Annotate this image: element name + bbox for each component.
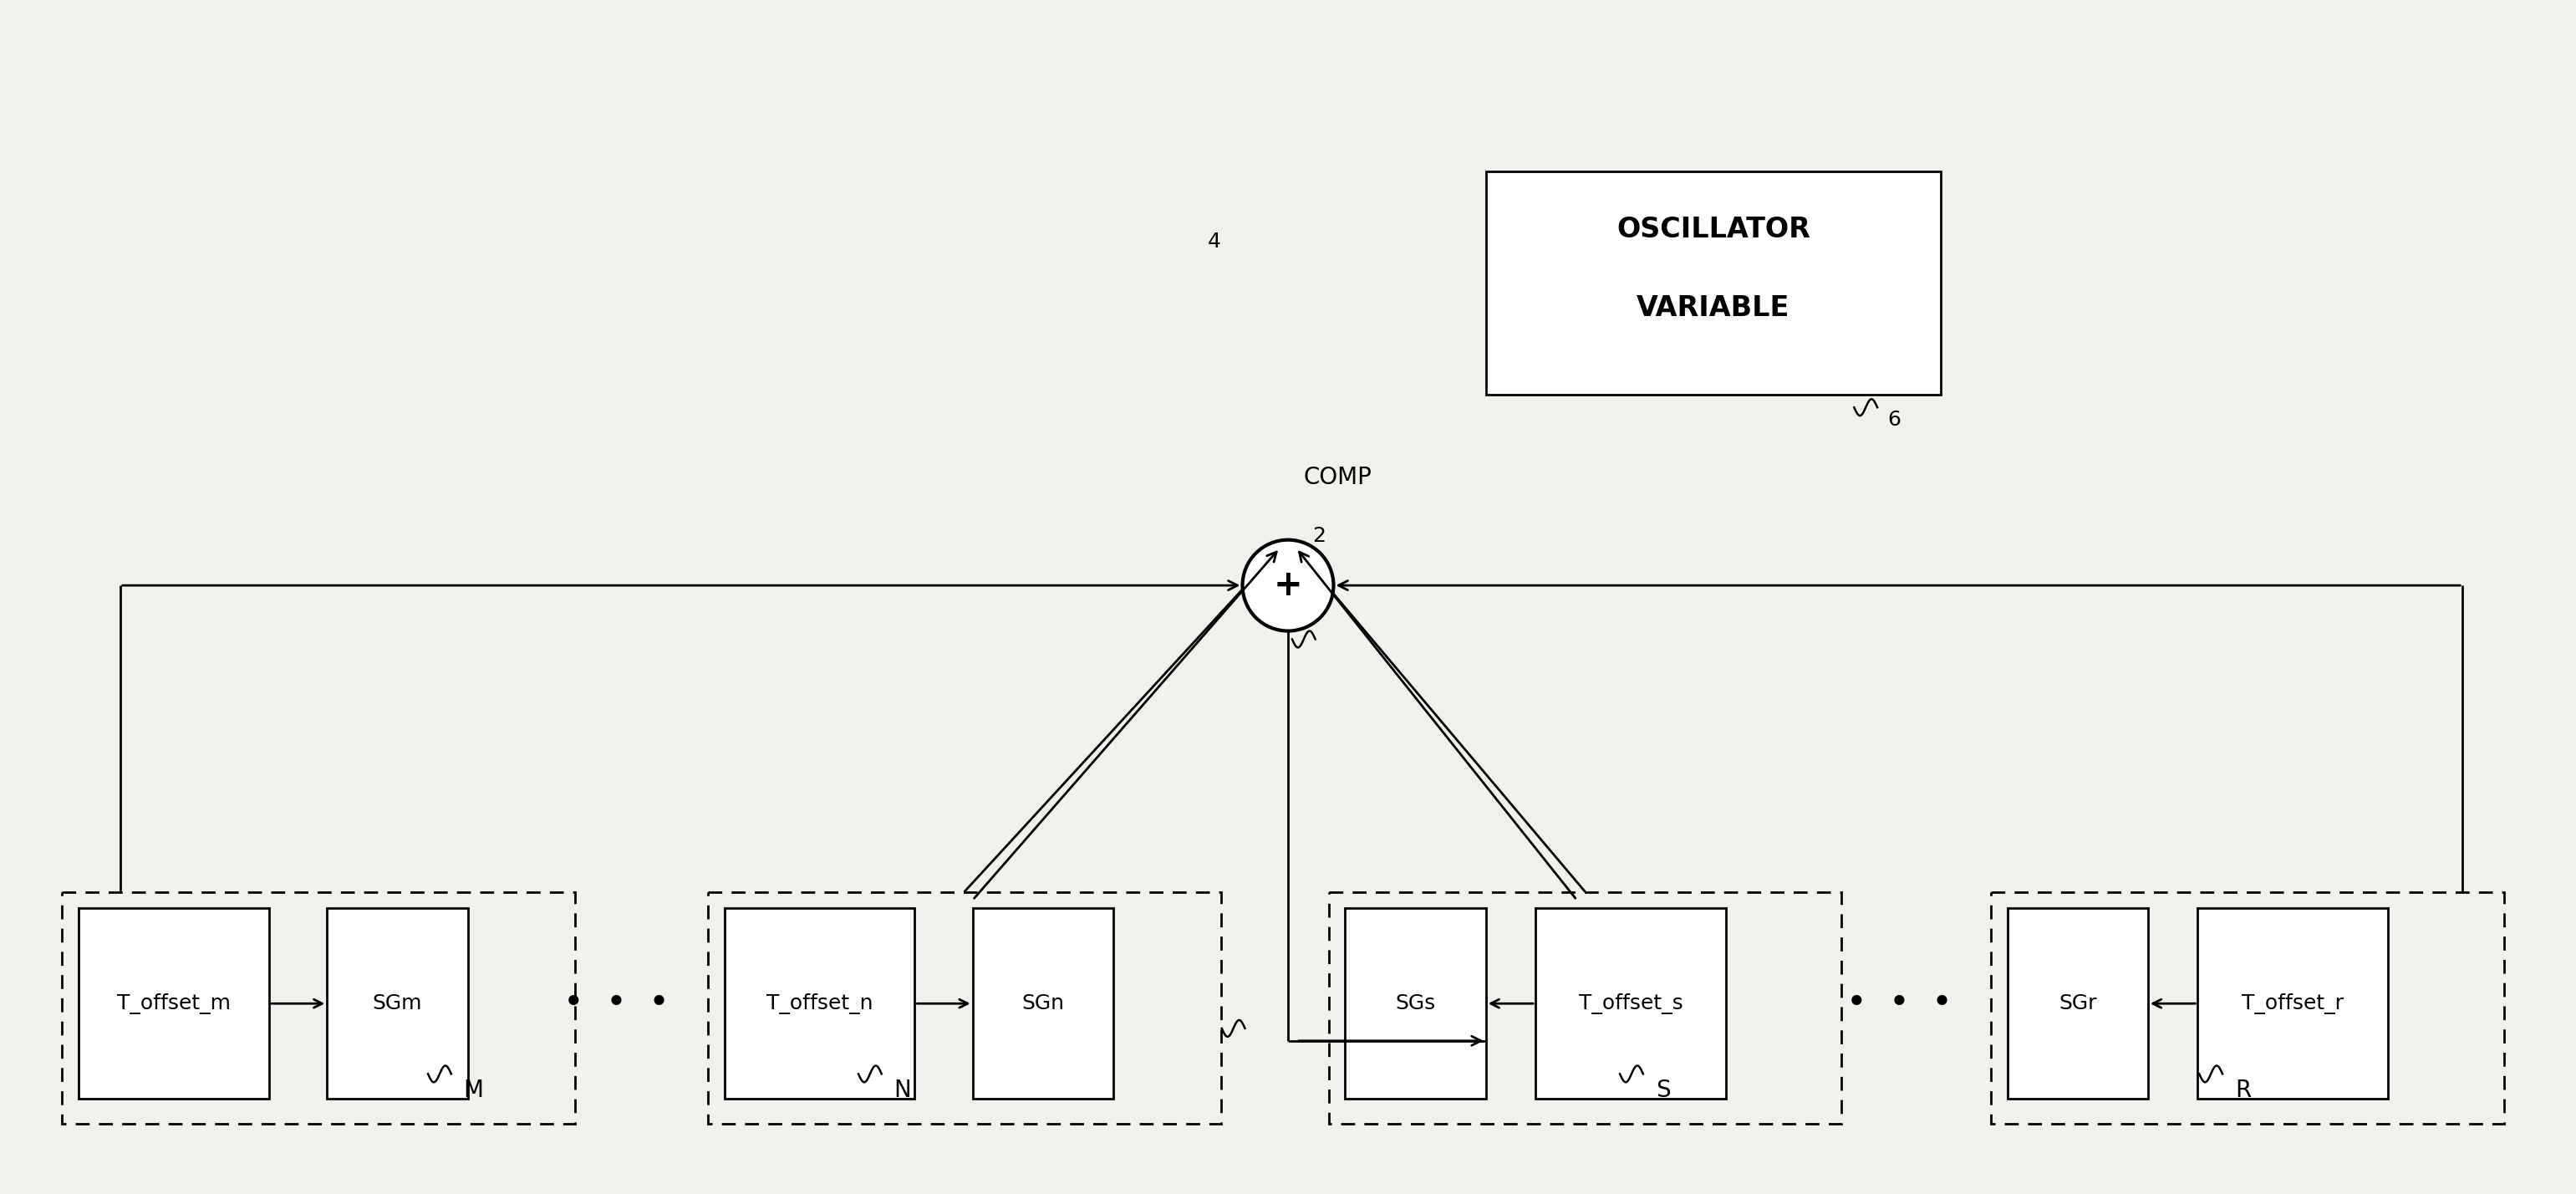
Text: +: + [1273, 568, 1303, 603]
Text: R: R [2236, 1079, 2251, 1102]
Bar [1486, 172, 1942, 395]
Text: SGm: SGm [374, 993, 422, 1014]
Text: M: M [464, 1079, 484, 1102]
Text: •  •  •: • • • [564, 986, 670, 1021]
Text: OSCILLATOR: OSCILLATOR [1618, 216, 1811, 244]
Text: 2: 2 [1311, 525, 1327, 546]
Circle shape [1242, 540, 1334, 630]
Bar [2197, 909, 2388, 1098]
Text: T_offset_r: T_offset_r [2241, 993, 2344, 1014]
Bar [2007, 909, 2148, 1098]
Text: T_offset_s: T_offset_s [1579, 993, 1682, 1014]
Bar [80, 909, 268, 1098]
Text: S: S [1656, 1079, 1669, 1102]
Bar [708, 892, 1221, 1124]
Text: 4: 4 [1208, 232, 1221, 252]
Text: N: N [894, 1079, 912, 1102]
Text: SGn: SGn [1023, 993, 1064, 1014]
Bar [974, 909, 1113, 1098]
Bar [724, 909, 914, 1098]
Text: T_offset_m: T_offset_m [116, 993, 232, 1014]
Text: 6: 6 [1888, 410, 1901, 430]
Bar [1345, 909, 1486, 1098]
Text: COMP: COMP [1303, 466, 1373, 490]
Text: SGs: SGs [1396, 993, 1435, 1014]
Bar [1991, 892, 2504, 1124]
Text: •  •  •: • • • [1847, 986, 1953, 1021]
Bar [327, 909, 469, 1098]
Text: T_offset_n: T_offset_n [765, 993, 873, 1014]
Text: VARIABLE: VARIABLE [1636, 294, 1790, 322]
Bar [1535, 909, 1726, 1098]
Bar [62, 892, 574, 1124]
Bar [1329, 892, 1842, 1124]
Text: SGr: SGr [2058, 993, 2097, 1014]
